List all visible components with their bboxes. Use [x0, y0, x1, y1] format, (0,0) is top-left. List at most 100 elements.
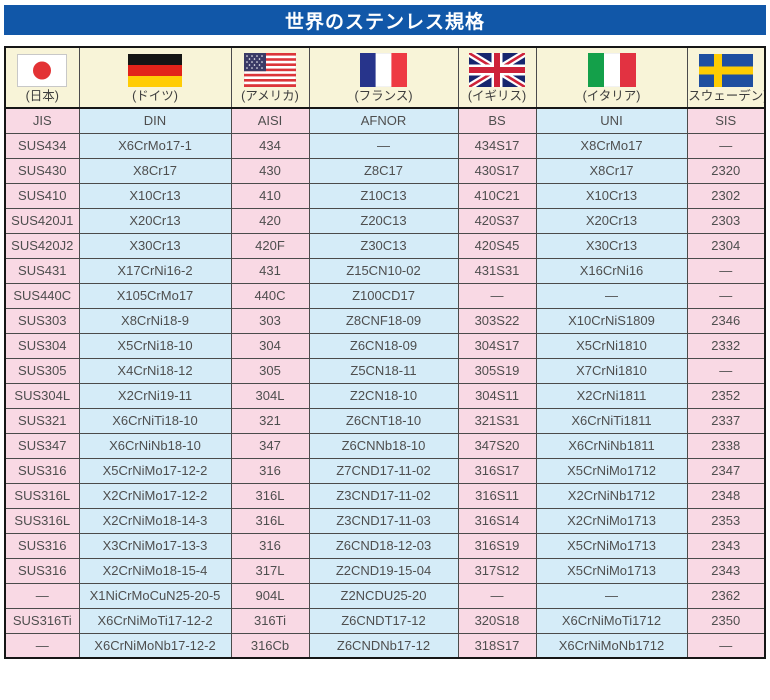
cell: 440C [230, 282, 310, 309]
usa-flag-icon [244, 53, 296, 88]
cell: Z3CND17-11-03 [308, 507, 459, 534]
cell: 2338 [686, 432, 766, 459]
column-header-uni: UNI [535, 107, 688, 134]
table-row: — X1NiCrMoCuN25-20-5 904L Z2NCDU25-20— —2362 [4, 582, 766, 609]
table-row: SUS316Ti X6CrNiMoTi17-12-2 316Ti Z6CNDT17-1… [4, 607, 766, 634]
cell: 316S14 [457, 507, 537, 534]
cell: Z2NCDU25-20 [308, 582, 459, 609]
cell: 431 [230, 257, 310, 284]
cell: 420S37 [457, 207, 537, 234]
cell: — [686, 357, 766, 384]
column-header-bs: BS [457, 107, 537, 134]
cell: Z6CNDT17-12 [308, 607, 459, 634]
cell: SUS440C [4, 282, 80, 309]
cell: Z10C13 [308, 182, 459, 209]
cell: 2337 [686, 407, 766, 434]
cell: 2332 [686, 332, 766, 359]
cell: 420S45 [457, 232, 537, 259]
cell: 434 [230, 132, 310, 159]
cell: SUS304L [4, 382, 80, 409]
cell: 316Ti [230, 607, 310, 634]
cell: Z6CN18-09 [308, 332, 459, 359]
table-row: SUS430 X8Cr17 430 Z8C17 430S17 X8Cr17 2320 [4, 157, 766, 184]
cell: 318S17 [457, 632, 537, 659]
table-row: SUS420J1 X20Cr13 420 Z20C13 420S37 X20Cr13 230… [4, 207, 766, 234]
cell: 2352 [686, 382, 766, 409]
cell: 316L [230, 507, 310, 534]
cell: Z8CNF18-09 [308, 307, 459, 334]
cell: SUS304 [4, 332, 80, 359]
cell: X6CrNiTi1811 [535, 407, 688, 434]
country-label: (アメリカ) [241, 89, 299, 104]
cell: SUS410 [4, 182, 80, 209]
cell: Z8C17 [308, 157, 459, 184]
cell: Z6CNDNb17-12 [308, 632, 459, 659]
cell: 430S17 [457, 157, 537, 184]
cell: SUS305 [4, 357, 80, 384]
cell: — [4, 632, 80, 659]
flag-cell-italy: (イタリア) [535, 46, 688, 109]
cell: 2346 [686, 307, 766, 334]
cell: 2303 [686, 207, 766, 234]
cell: X2CrNiMo1713 [535, 507, 688, 534]
table-row: SUS316L X2CrNiMo17-12-2 316L Z3CND17-11-02 3… [4, 482, 766, 509]
standards-tbody: SUS434 X6CrMo17-1 434—434S17 X8CrMo17— SUS43… [4, 132, 766, 659]
cell: X2CrNi1811 [535, 382, 688, 409]
cell: X17CrNi16-2 [78, 257, 232, 284]
flag-cell-uk: (イギリス) [457, 46, 537, 109]
table-row: SUS305 X4CrNi18-12 305 Z5CN18-11 305S19 X7CrN… [4, 357, 766, 384]
cell: Z7CND17-11-02 [308, 457, 459, 484]
country-label: (イタリア) [582, 89, 641, 104]
table-row: — X6CrNiMoNb17-12-2 316Cb Z6CNDNb17-12 318S1… [4, 632, 766, 659]
cell: SUS316Ti [4, 607, 80, 634]
cell: X6CrNiTi18-10 [78, 407, 232, 434]
cell: SUS430 [4, 157, 80, 184]
flag-cell-japan: (日本) [4, 46, 80, 109]
cell: 431S31 [457, 257, 537, 284]
cell: 2304 [686, 232, 766, 259]
cell: 317L [230, 557, 310, 584]
cell: 316S11 [457, 482, 537, 509]
cell: 316S19 [457, 532, 537, 559]
sweden-flag-icon [698, 53, 753, 87]
cell: Z2CND19-15-04 [308, 557, 459, 584]
cell: SUS321 [4, 407, 80, 434]
cell: 430 [230, 157, 310, 184]
column-header-din: DIN [78, 107, 232, 134]
cell: X20Cr13 [78, 207, 232, 234]
cell: X5CrNiMo1713 [535, 557, 688, 584]
cell: 316S17 [457, 457, 537, 484]
cell: 2353 [686, 507, 766, 534]
flag-cell-germany: (ドイツ) [78, 46, 232, 109]
table-row: SUS431 X17CrNi16-2 431 Z15CN10-02 431S31 X16C… [4, 257, 766, 284]
cell: X30Cr13 [78, 232, 232, 259]
cell: X3CrNiMo17-13-3 [78, 532, 232, 559]
cell: — [457, 282, 537, 309]
cell: 410C21 [457, 182, 537, 209]
table-row: SUS420J2 X30Cr13 420F Z30C13 420S45 X30Cr13 23… [4, 232, 766, 259]
cell: Z3CND17-11-02 [308, 482, 459, 509]
cell: 305 [230, 357, 310, 384]
cell: — [4, 582, 80, 609]
cell: X10Cr13 [535, 182, 688, 209]
table-row: SUS316 X2CrNiMo18-15-4 317L Z2CND19-15-04 31… [4, 557, 766, 584]
cell: SUS316 [4, 557, 80, 584]
standards-table: (日本) (ドイツ) [4, 46, 766, 659]
cell: 410 [230, 182, 310, 209]
column-header-afnor: AFNOR [308, 107, 459, 134]
flag-row: (日本) (ドイツ) [4, 46, 766, 109]
table-row: SUS316 X3CrNiMo17-13-3 316 Z6CND18-12-03 316… [4, 532, 766, 559]
france-flag-icon [360, 53, 407, 88]
country-label: (日本) [25, 88, 59, 103]
table-row: SUS410 X10Cr13 410 Z10C13 410C21 X10Cr13 2302 [4, 182, 766, 209]
cell: Z6CND18-12-03 [308, 532, 459, 559]
cell: 304 [230, 332, 310, 359]
cell: SUS316L [4, 507, 80, 534]
cell: SUS431 [4, 257, 80, 284]
cell: 316 [230, 532, 310, 559]
cell: 420 [230, 207, 310, 234]
cell: 320S18 [457, 607, 537, 634]
cell: X5CrNi18-10 [78, 332, 232, 359]
country-label: (イギリス) [467, 89, 527, 104]
cell: 305S19 [457, 357, 537, 384]
